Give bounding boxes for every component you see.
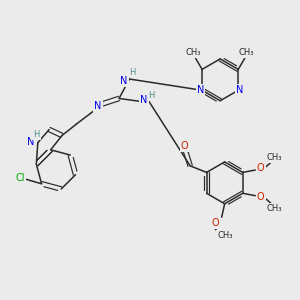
Text: N: N: [236, 85, 244, 95]
Text: N: N: [94, 100, 102, 111]
Text: CH₃: CH₃: [239, 48, 254, 57]
Text: N: N: [197, 85, 204, 95]
Text: N: N: [27, 137, 34, 147]
Text: H: H: [129, 68, 136, 77]
Text: CH₃: CH₃: [186, 48, 202, 57]
Text: O: O: [212, 218, 220, 228]
Text: CH₃: CH₃: [218, 231, 233, 240]
Text: Cl: Cl: [15, 173, 25, 183]
Text: O: O: [257, 193, 265, 202]
Text: O: O: [257, 163, 265, 173]
Text: O: O: [181, 140, 189, 151]
Text: H: H: [33, 130, 40, 139]
Text: N: N: [140, 94, 148, 105]
Text: CH₃: CH₃: [266, 204, 282, 213]
Text: H: H: [148, 91, 154, 100]
Text: CH₃: CH₃: [266, 153, 282, 162]
Text: N: N: [120, 76, 128, 86]
